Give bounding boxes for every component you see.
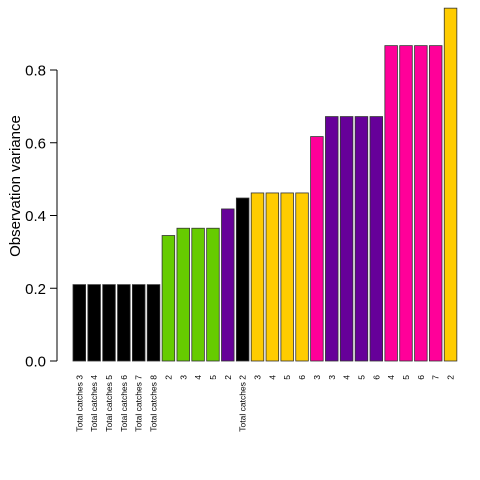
bar xyxy=(87,284,101,362)
bars xyxy=(72,7,458,362)
bar xyxy=(250,192,265,362)
bar xyxy=(161,235,176,362)
category-label: Total catches 2 xyxy=(238,375,248,432)
bar xyxy=(414,45,428,362)
bar xyxy=(131,284,146,362)
bar xyxy=(384,45,398,362)
bar xyxy=(428,45,443,362)
bar xyxy=(295,192,309,362)
category-label: 5 xyxy=(282,375,292,380)
bar xyxy=(280,192,294,362)
category-label: 5 xyxy=(208,375,218,380)
y-tick-label: 0.8 xyxy=(25,63,46,80)
bar xyxy=(399,45,413,362)
y-axis: 0.0 0.2 0.4 0.6 0.8 xyxy=(25,63,58,371)
bar xyxy=(206,227,220,362)
bar xyxy=(221,208,235,362)
bar xyxy=(369,116,384,362)
category-label: 3 xyxy=(253,375,263,380)
category-label: Total catches 5 xyxy=(104,375,114,432)
bar xyxy=(117,284,131,362)
category-labels: Total catches 3 Total catches 4 Total catc… xyxy=(74,375,455,432)
category-label: 2 xyxy=(446,375,456,380)
category-label: Total catches 4 xyxy=(89,375,99,432)
category-label: Total catches 7 xyxy=(134,375,144,432)
category-label: 5 xyxy=(356,375,366,380)
category-label: 6 xyxy=(297,375,307,380)
bar xyxy=(146,284,161,362)
category-label: 7 xyxy=(431,375,441,380)
bar xyxy=(443,7,458,362)
bar xyxy=(72,284,87,362)
category-label: 6 xyxy=(371,375,381,380)
bar xyxy=(235,197,250,362)
category-label: 6 xyxy=(416,375,426,380)
bar xyxy=(191,227,205,362)
y-tick-label: 0.4 xyxy=(25,208,46,225)
category-label: 4 xyxy=(267,375,277,380)
category-label: 3 xyxy=(327,375,337,380)
category-label: Total catches 8 xyxy=(149,375,159,432)
bar xyxy=(102,284,116,362)
category-label: 3 xyxy=(312,375,322,380)
bar xyxy=(354,116,369,362)
bar xyxy=(310,136,324,362)
category-label: 5 xyxy=(401,375,411,380)
category-label: 4 xyxy=(342,375,352,380)
y-tick-label: 0.6 xyxy=(25,135,46,152)
category-label: 2 xyxy=(163,375,173,380)
category-label: 2 xyxy=(223,375,233,380)
y-tick-label: 0.2 xyxy=(25,281,46,298)
category-label: Total catches 3 xyxy=(74,375,84,432)
bar xyxy=(339,116,354,362)
category-label: 4 xyxy=(386,375,396,380)
bar xyxy=(265,192,280,362)
bar xyxy=(176,227,190,362)
category-label: 4 xyxy=(193,375,203,380)
y-tick-label: 0.0 xyxy=(25,354,46,371)
category-label: Total catches 6 xyxy=(119,375,129,432)
y-axis-label: Observation variance xyxy=(7,115,24,257)
bar xyxy=(325,116,339,362)
category-label: 3 xyxy=(178,375,188,380)
